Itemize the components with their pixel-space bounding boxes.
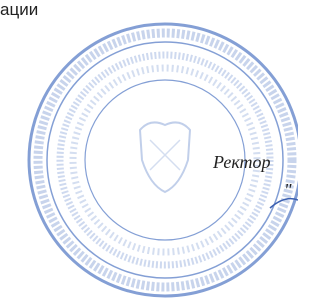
stamp-emblem	[140, 122, 190, 192]
stamp-emblem-detail	[150, 140, 180, 170]
signature-quote: "	[284, 180, 292, 201]
signature-title: Ректор	[213, 152, 271, 173]
document-page: ации Ректор "	[0, 0, 298, 302]
header-fragment: ации	[0, 0, 38, 20]
stamp	[0, 0, 298, 302]
